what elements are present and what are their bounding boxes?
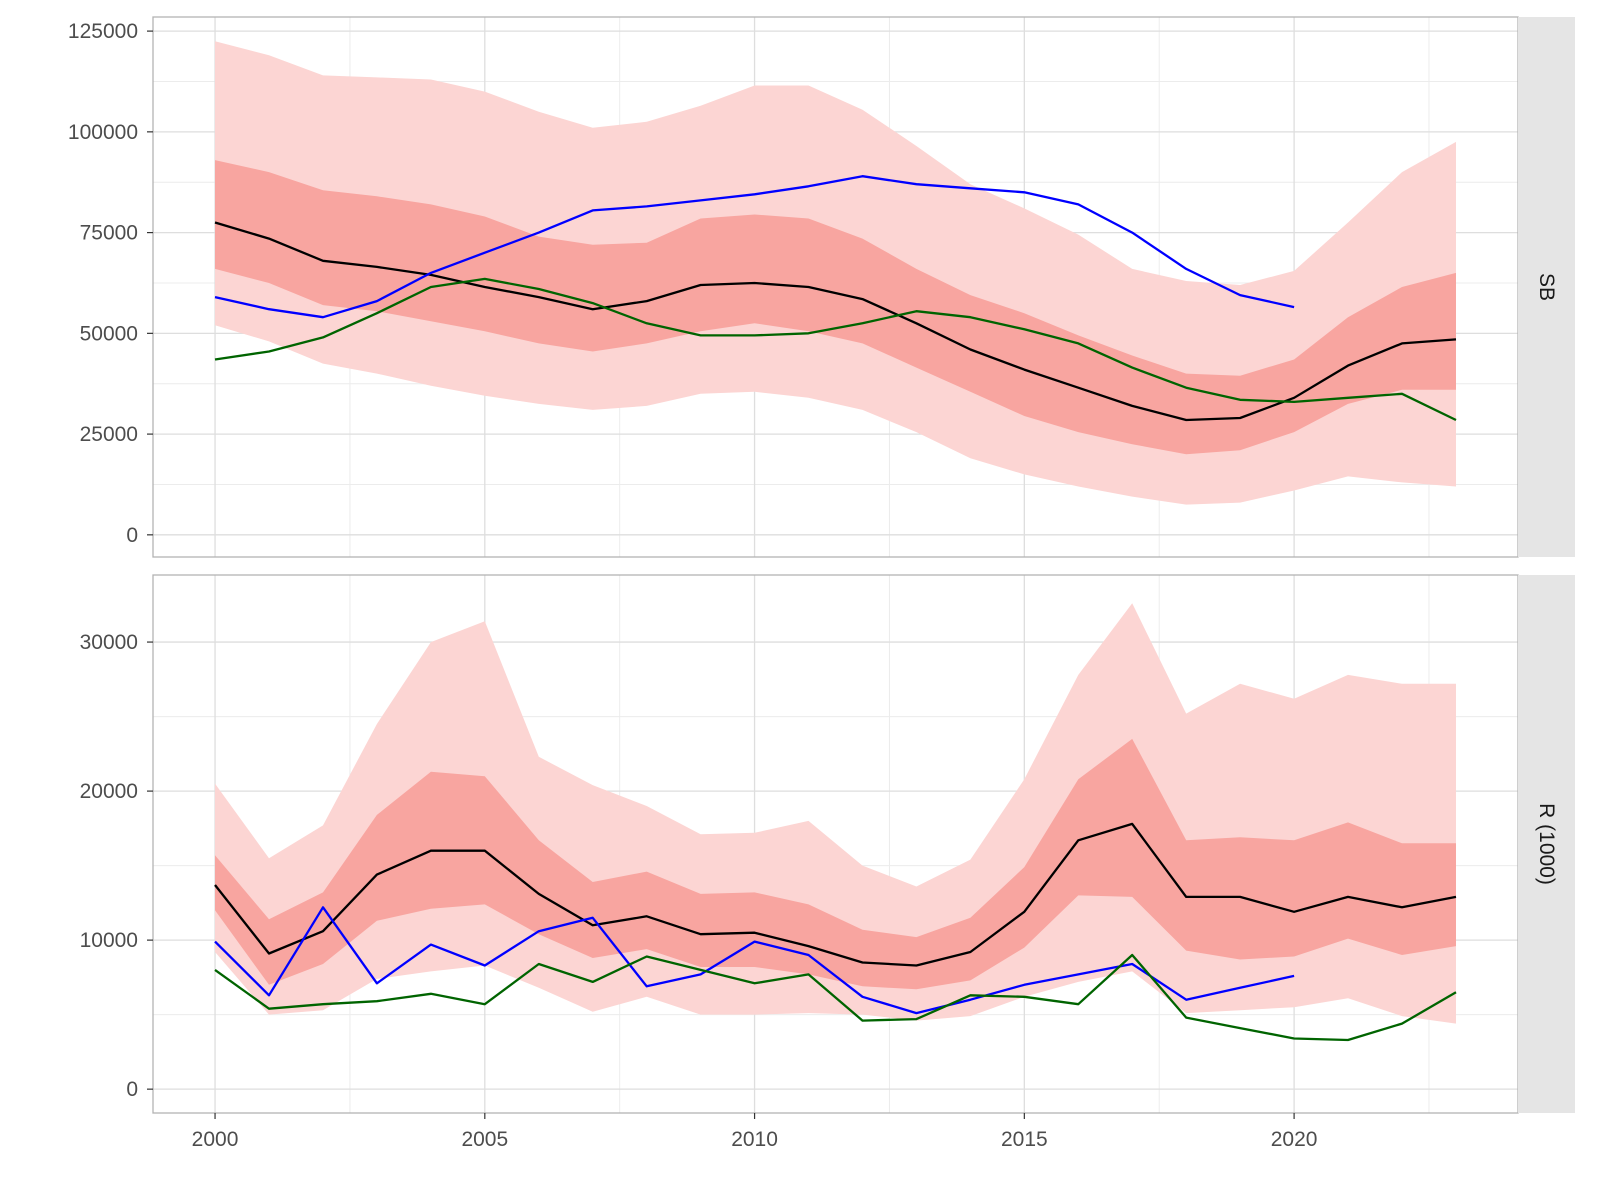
blue-series-line xyxy=(214,175,1295,319)
blue-series-line xyxy=(214,906,1295,1015)
y-tick-label: 125000 xyxy=(68,20,138,43)
y-tick-label: 20000 xyxy=(80,780,138,803)
green-series-line xyxy=(214,953,1457,1042)
inner-interval-band xyxy=(215,738,1456,990)
median-line xyxy=(214,822,1457,967)
x-tick-label: 2020 xyxy=(1271,1128,1318,1151)
x-tick-label: 2000 xyxy=(192,1128,239,1151)
y-tick-label: 0 xyxy=(126,1078,138,1101)
inner-interval-band xyxy=(215,160,1456,455)
facet-strip-label: SB xyxy=(1535,273,1558,301)
y-tick-label: 25000 xyxy=(80,423,138,446)
facet-strip xyxy=(1518,575,1575,1113)
x-tick-label: 2015 xyxy=(1001,1128,1048,1151)
y-tick-label: 30000 xyxy=(80,631,138,654)
y-tick-label: 75000 xyxy=(80,222,138,245)
y-tick-label: 10000 xyxy=(80,929,138,952)
median-line xyxy=(214,221,1457,422)
facet-strip xyxy=(1518,17,1575,557)
panel-sb: 0 25000 50000 75000 100000 125000 SB xyxy=(68,16,1575,558)
y-tick-label: 50000 xyxy=(80,322,138,345)
facet-strip-label: R (1000) xyxy=(1535,803,1558,885)
y-tick-label: 100000 xyxy=(68,121,138,144)
x-tick-label: 2005 xyxy=(461,1128,508,1151)
green-series-line xyxy=(214,277,1457,422)
y-tick-label: 0 xyxy=(126,524,138,547)
panel-r: 0 10000 20000 30000 R (1000) xyxy=(80,574,1575,1114)
x-tick-label: 2010 xyxy=(731,1128,778,1151)
